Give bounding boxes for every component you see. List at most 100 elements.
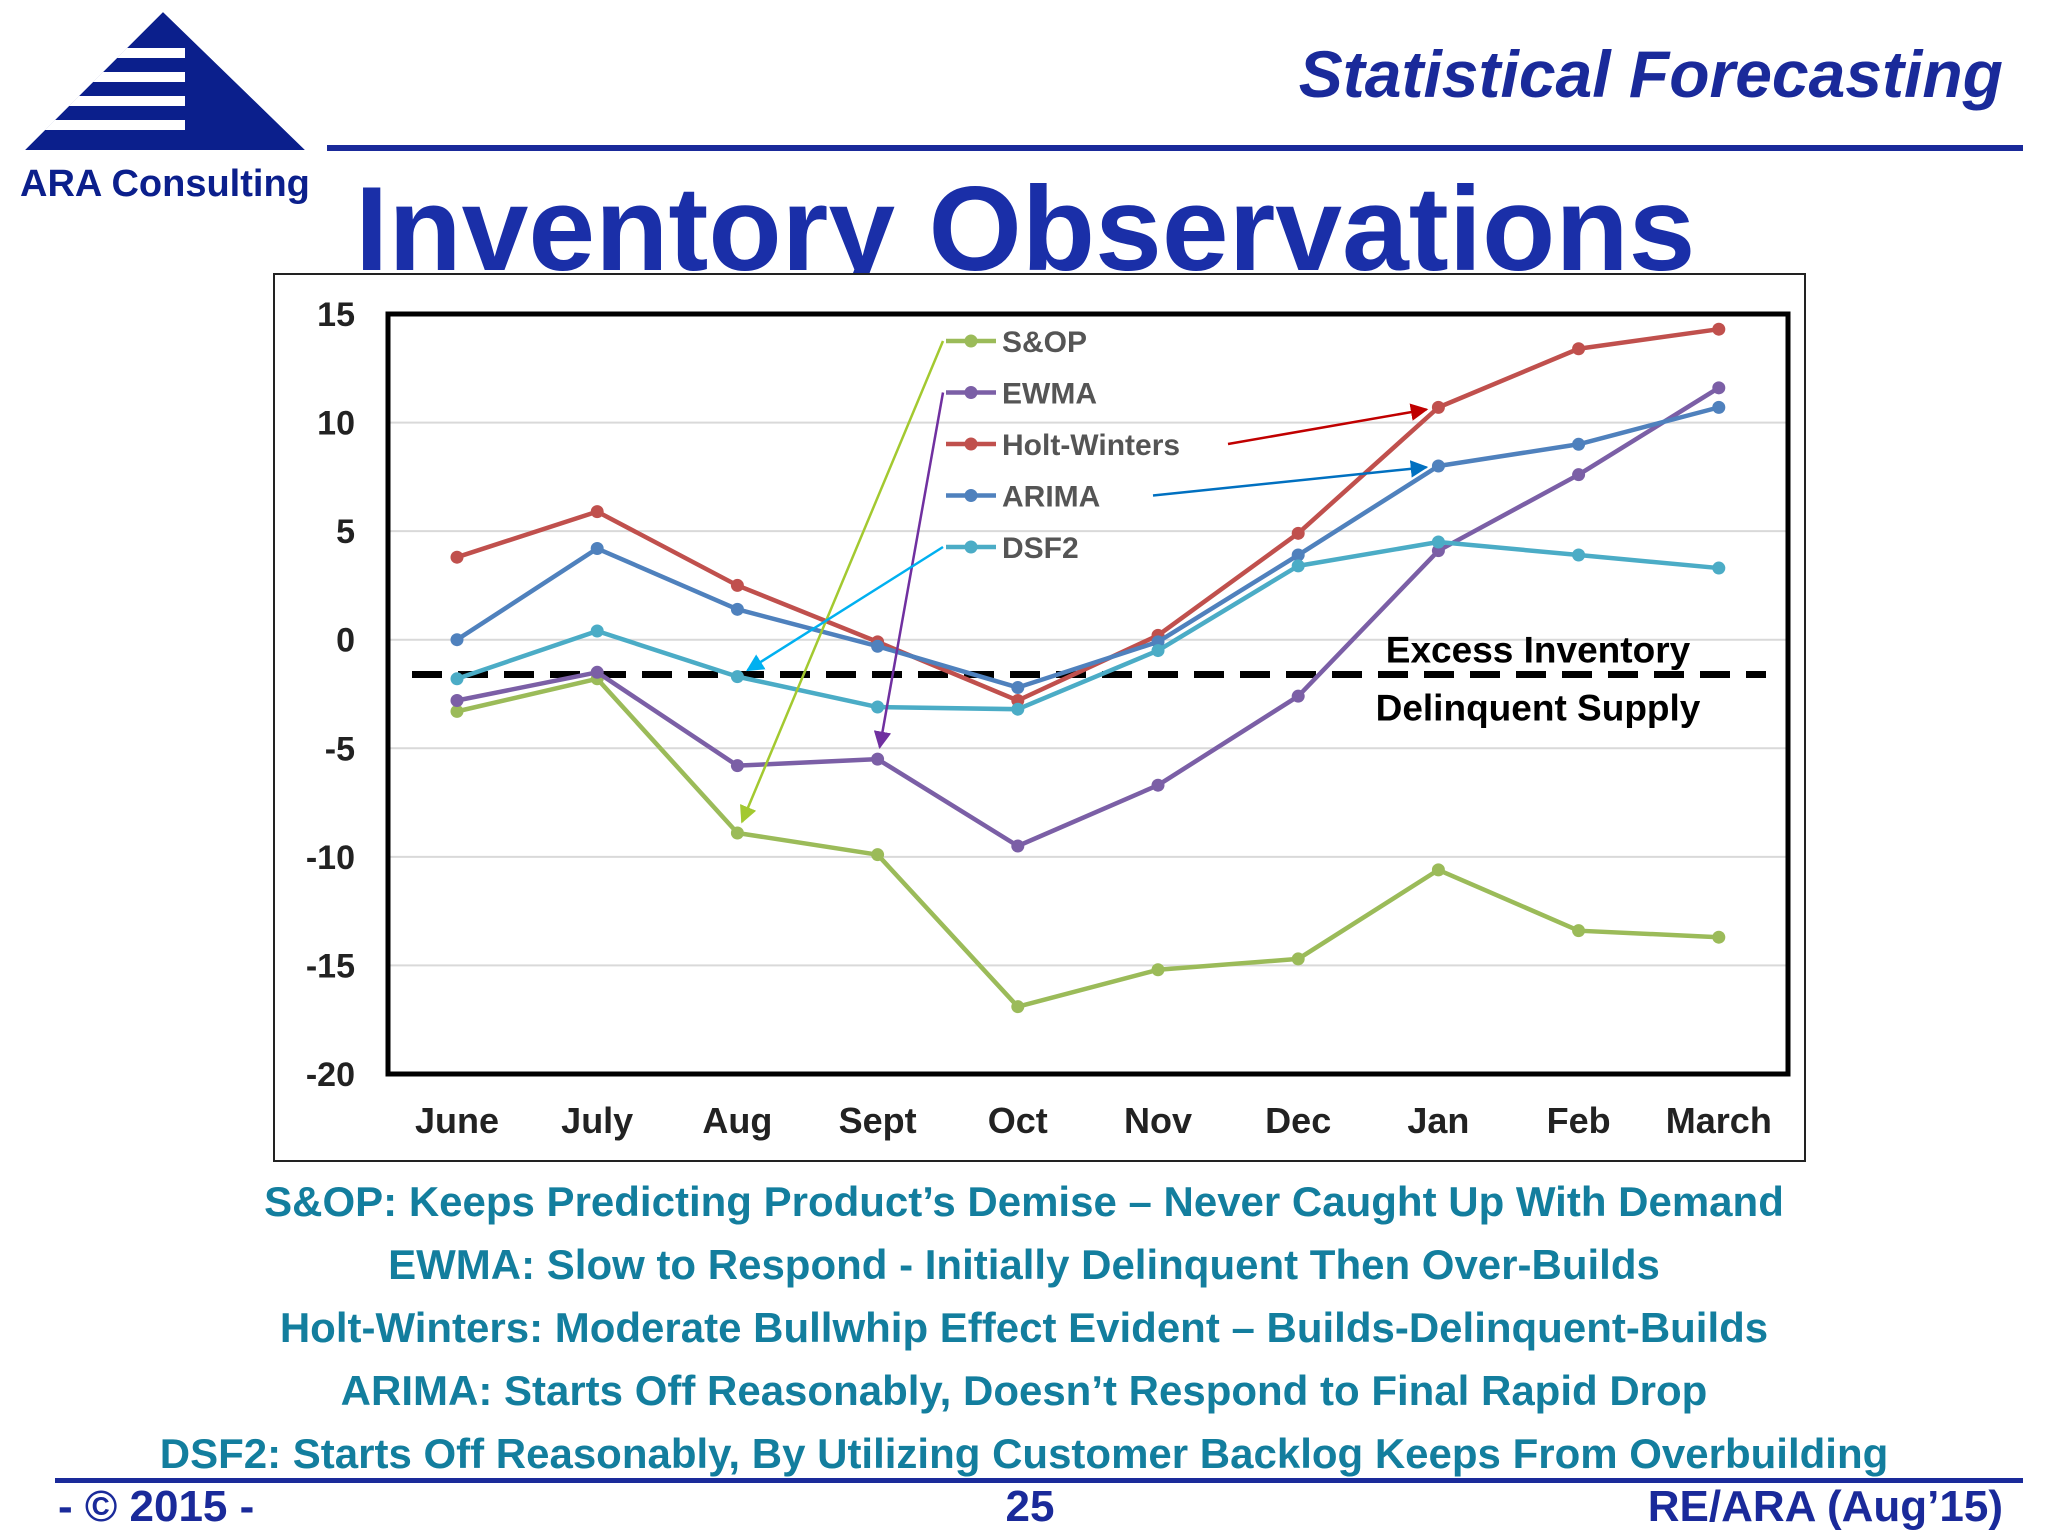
data-point-dsf2	[1011, 702, 1025, 716]
y-tick-label: 0	[336, 622, 355, 660]
note-holt-winters: Holt-Winters: Moderate Bullwhip Effect E…	[279, 1304, 1769, 1351]
x-tick-label: Feb	[1547, 1100, 1611, 1141]
x-tick-label: Aug	[702, 1100, 772, 1141]
x-tick-label: March	[1666, 1100, 1772, 1141]
y-tick-label: 5	[336, 513, 355, 551]
series-line-dsf2	[456, 539, 1720, 712]
y-tick-label: -15	[306, 947, 355, 985]
x-tick-label: June	[415, 1100, 499, 1141]
company-name: ARA Consulting	[20, 163, 310, 205]
data-point-ewma	[730, 759, 744, 773]
y-tick-label: 10	[317, 405, 355, 443]
data-point-s-op	[730, 826, 744, 840]
page-number: 25	[1005, 1482, 1055, 1531]
data-point-holt-winters	[1431, 400, 1445, 414]
y-tick-label: 15	[317, 296, 355, 334]
y-tick-label: -10	[306, 839, 355, 877]
legend-swatch-marker	[964, 334, 978, 348]
section-title: Statistical Forecasting	[1298, 37, 2003, 111]
data-point-holt-winters	[1291, 526, 1305, 540]
series-line-arima	[455, 405, 1720, 690]
plot-area-border	[385, 311, 1791, 1077]
series-line-holt-winters	[456, 326, 1720, 703]
data-point-dsf2	[590, 624, 604, 638]
annotation-arrow	[740, 340, 945, 824]
data-point-dsf2	[730, 670, 744, 684]
annotation-arrow	[1152, 460, 1429, 497]
data-point-dsf2	[871, 700, 885, 714]
data-point-dsf2	[1291, 559, 1305, 573]
chart-frame	[273, 273, 1806, 1162]
y-tick-label: -5	[325, 730, 355, 768]
observation-notes: S&OP: Keeps Predicting Product’s Demise …	[0, 1170, 2048, 1485]
data-point-holt-winters	[1572, 342, 1586, 356]
data-point-s-op	[1712, 930, 1726, 944]
data-point-ewma	[1151, 778, 1165, 792]
x-tick-label: Sept	[839, 1100, 917, 1141]
data-point-s-op	[1011, 1000, 1025, 1014]
footer-reference: RE/ARA (Aug’15)	[1647, 1482, 2003, 1531]
excess-inventory-label: Excess Inventory	[1386, 629, 1691, 670]
header-divider	[327, 145, 2023, 151]
data-point-ewma	[1011, 839, 1025, 853]
footer-copyright: - © 2015 -	[58, 1482, 255, 1531]
annotation-arrow	[746, 545, 944, 672]
y-tick-label: -20	[306, 1056, 355, 1094]
data-point-dsf2	[450, 672, 464, 686]
data-point-holt-winters	[730, 578, 744, 592]
data-point-arima	[1011, 680, 1025, 694]
data-point-ewma	[871, 752, 885, 766]
legend-label: Holt-Winters	[1002, 429, 1180, 462]
legend-swatch-marker	[964, 540, 978, 554]
legend-label: S&OP	[1002, 326, 1087, 359]
annotation-arrow	[873, 392, 945, 750]
delinquent-supply-label: Delinquent Supply	[1376, 687, 1701, 728]
legend-swatch-marker	[964, 386, 978, 399]
data-point-ewma	[1712, 381, 1726, 395]
data-point-arima	[450, 633, 464, 647]
data-point-s-op	[871, 848, 885, 862]
annotation-arrow	[1227, 403, 1429, 446]
note-dsf2: DSF2: Starts Off Reasonably, By Utilizin…	[159, 1430, 1889, 1477]
data-point-holt-winters	[1712, 322, 1726, 336]
data-point-arima	[590, 542, 604, 556]
x-tick-label: Jan	[1407, 1100, 1469, 1141]
data-point-holt-winters	[450, 550, 464, 564]
data-point-holt-winters	[590, 505, 604, 519]
data-point-ewma	[1572, 468, 1586, 482]
x-tick-label: Oct	[988, 1100, 1048, 1141]
series-line-ewma	[456, 385, 1720, 849]
x-tick-label: Dec	[1265, 1100, 1331, 1141]
data-point-arima	[1431, 459, 1445, 473]
legend-label: ARIMA	[1002, 481, 1100, 514]
data-point-s-op	[450, 704, 464, 718]
legend-label: DSF2	[1002, 532, 1079, 565]
data-point-arima	[1291, 548, 1305, 562]
data-point-arima	[1712, 400, 1726, 414]
data-point-s-op	[1151, 963, 1165, 977]
data-point-s-op	[1431, 863, 1445, 877]
data-point-s-op	[1291, 952, 1305, 966]
data-point-arima	[730, 602, 744, 616]
data-point-arima	[871, 639, 885, 653]
series-line-s-op	[456, 676, 1719, 1009]
data-point-dsf2	[1151, 644, 1165, 658]
data-point-dsf2	[1572, 548, 1586, 562]
x-tick-label: Nov	[1124, 1100, 1192, 1141]
data-point-ewma	[1291, 689, 1305, 703]
data-point-ewma	[590, 665, 604, 679]
data-point-ewma	[450, 694, 464, 708]
legend-swatch-marker	[964, 437, 978, 451]
legend-swatch-marker	[964, 489, 978, 502]
data-point-arima	[1572, 437, 1586, 451]
data-point-s-op	[1572, 924, 1586, 938]
note-ewma: EWMA: Slow to Respond - Initially Delinq…	[388, 1241, 1660, 1288]
x-tick-label: July	[561, 1100, 633, 1141]
ara-logo-triangle-icon	[25, 12, 305, 150]
legend-label: EWMA	[1002, 378, 1097, 411]
note-arima: ARIMA: Starts Off Reasonably, Doesn’t Re…	[340, 1367, 1708, 1414]
data-point-dsf2	[1712, 561, 1726, 575]
note-sop: S&OP: Keeps Predicting Product’s Demise …	[264, 1178, 1784, 1225]
footer-divider	[55, 1478, 2023, 1483]
